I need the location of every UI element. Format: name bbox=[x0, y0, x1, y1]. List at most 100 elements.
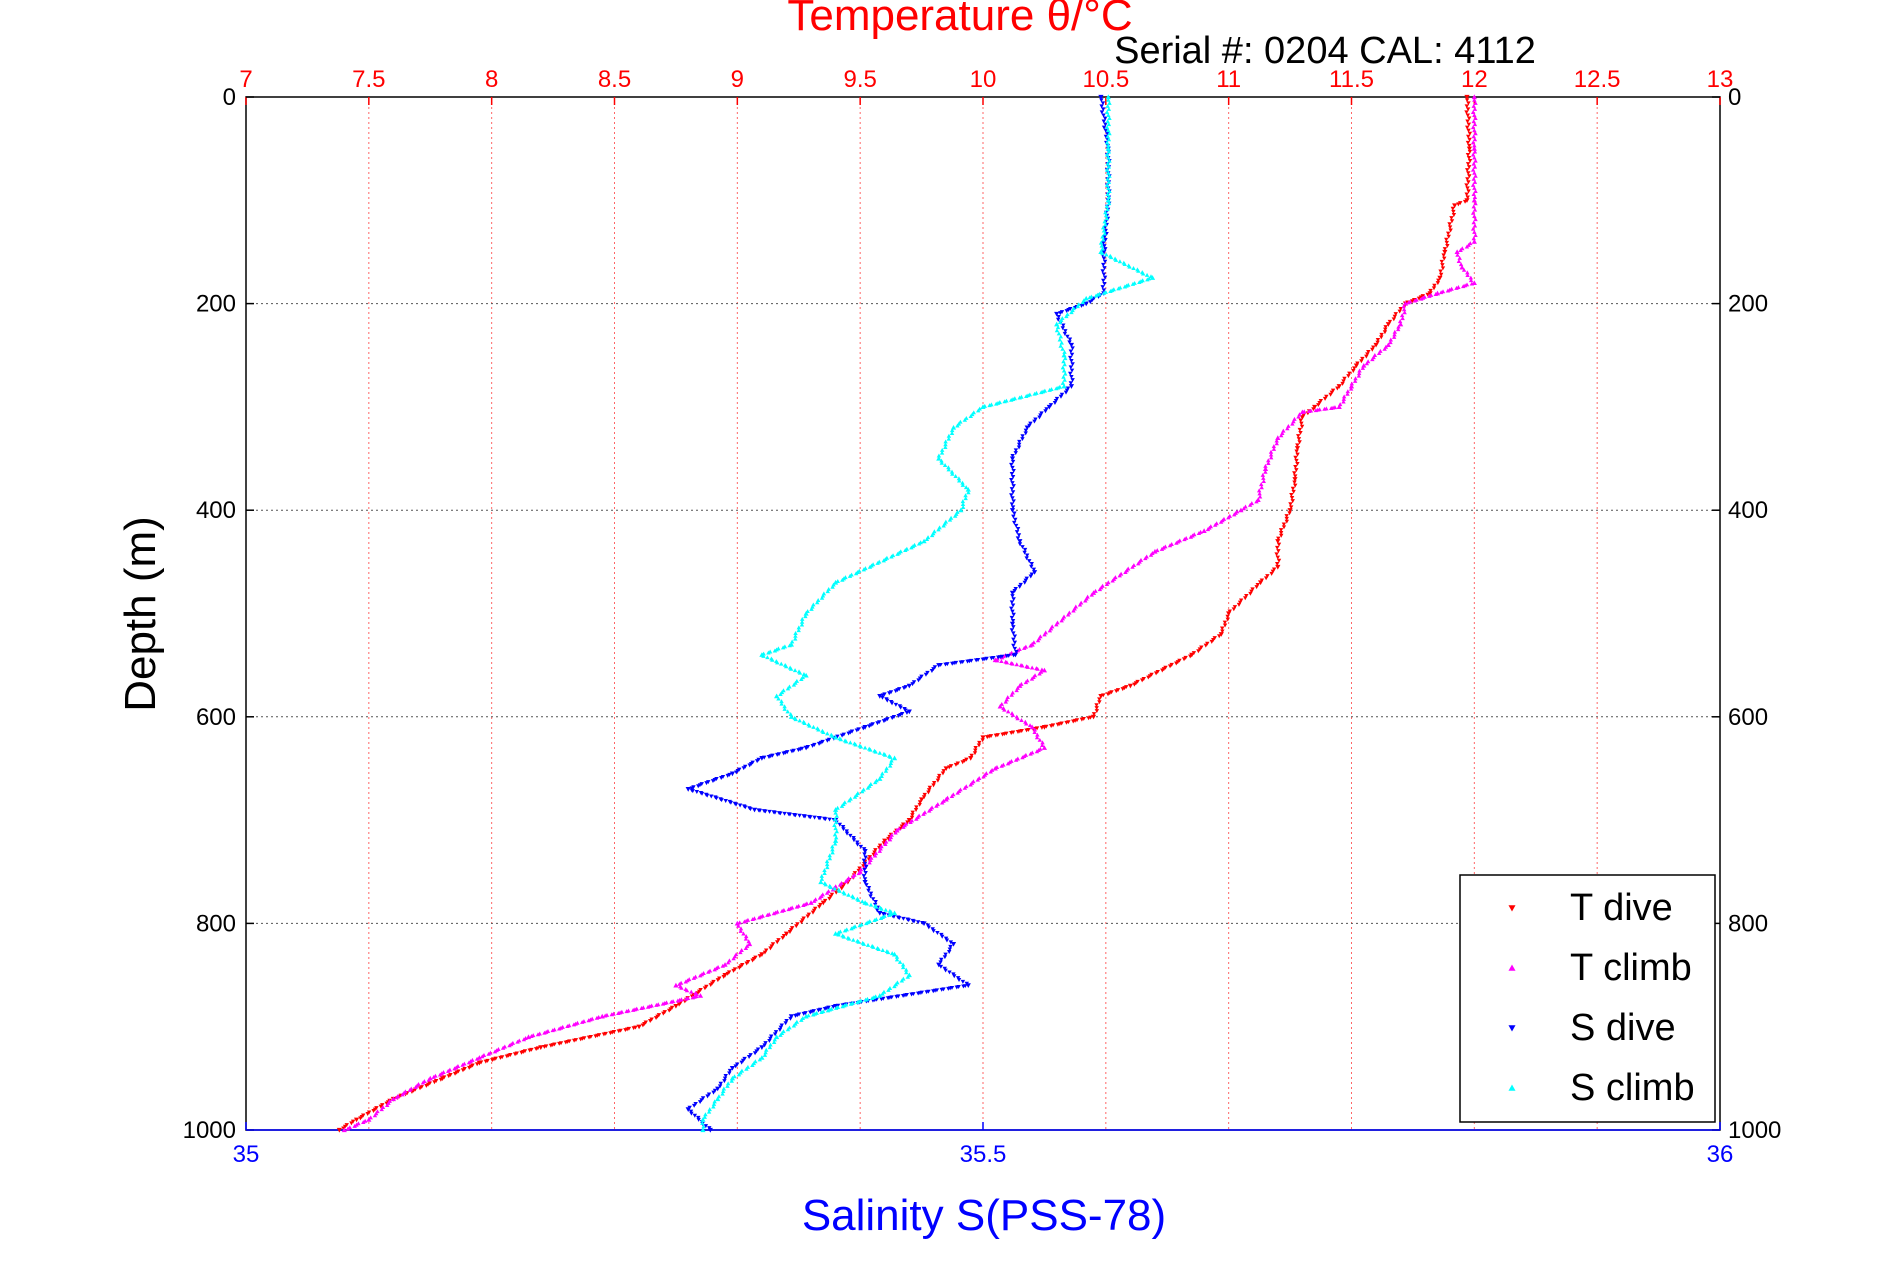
data-point-interp bbox=[898, 712, 903, 717]
data-point-interp bbox=[1144, 272, 1150, 277]
data-point-interp bbox=[413, 1085, 418, 1089]
data-point bbox=[759, 756, 765, 761]
grid bbox=[246, 97, 1720, 1130]
data-point-interp bbox=[1028, 751, 1033, 756]
data-point-interp bbox=[960, 480, 965, 485]
data-point-interp bbox=[692, 1113, 698, 1118]
data-point-interp bbox=[1471, 103, 1476, 108]
data-point-interp bbox=[1102, 266, 1107, 271]
data-point-interp bbox=[762, 1043, 767, 1048]
data-point-interp bbox=[743, 945, 749, 950]
data-point-interp bbox=[1472, 185, 1477, 190]
data-point-interp bbox=[1106, 155, 1111, 160]
data-point-interp bbox=[839, 886, 844, 891]
data-point-interp bbox=[883, 768, 889, 773]
data-point-interp bbox=[1442, 247, 1448, 252]
data-point-interp bbox=[861, 941, 867, 946]
data-point-interp bbox=[1013, 586, 1018, 591]
data-point-interp bbox=[847, 798, 852, 803]
data-point bbox=[1466, 146, 1473, 152]
data-point-interp bbox=[571, 1022, 577, 1027]
data-point bbox=[1336, 404, 1342, 409]
data-point-interp bbox=[848, 1001, 854, 1006]
data-point-interp bbox=[808, 815, 813, 820]
data-point bbox=[906, 683, 912, 689]
data-point bbox=[700, 1127, 706, 1133]
data-point-interp bbox=[857, 923, 862, 928]
data-point-interp bbox=[862, 877, 868, 882]
data-point-interp bbox=[1032, 391, 1037, 396]
data-point-interp bbox=[1054, 622, 1059, 627]
data-point-interp bbox=[1464, 192, 1469, 197]
data-point-interp bbox=[888, 909, 894, 914]
data-point-interp bbox=[1397, 319, 1403, 324]
data-point-interp bbox=[831, 1004, 836, 1009]
data-point-interp bbox=[1108, 289, 1113, 294]
data-point-interp bbox=[985, 735, 990, 740]
data-point-interp bbox=[679, 985, 684, 990]
data-point-interp bbox=[881, 719, 887, 724]
data-point-interp bbox=[980, 738, 985, 743]
data-point-interp bbox=[1011, 653, 1016, 658]
data-point-interp bbox=[796, 748, 801, 753]
data-point-interp bbox=[1137, 280, 1142, 285]
legend-label: T climb bbox=[1570, 947, 1692, 989]
data-point bbox=[1041, 667, 1048, 673]
data-point-interp bbox=[1124, 685, 1129, 690]
data-point-interp bbox=[1011, 612, 1016, 617]
data-point-interp bbox=[772, 1037, 777, 1042]
data-point-interp bbox=[935, 931, 940, 935]
data-point bbox=[1294, 446, 1301, 451]
data-point-interp bbox=[1293, 474, 1298, 479]
data-point-interp bbox=[1466, 128, 1471, 133]
data-point-interp bbox=[550, 1028, 555, 1033]
data-point-interp bbox=[948, 764, 954, 769]
data-point-interp bbox=[980, 657, 986, 662]
data-point-interp bbox=[1106, 201, 1112, 206]
data-point-interp bbox=[829, 892, 835, 897]
data-point-interp bbox=[803, 614, 808, 619]
data-point-interp bbox=[780, 936, 785, 941]
data-point-interp bbox=[1209, 639, 1214, 644]
data-point bbox=[1149, 275, 1156, 280]
data-point-interp bbox=[1130, 281, 1136, 286]
data-point-interp bbox=[593, 1034, 598, 1039]
data-point-interp bbox=[368, 1115, 373, 1120]
data-point-interp bbox=[796, 625, 802, 630]
data-point-interp bbox=[1054, 396, 1060, 401]
data-point-interp bbox=[1431, 286, 1437, 291]
data-point-interp bbox=[847, 573, 853, 578]
data-point-interp bbox=[1014, 530, 1020, 535]
data-point-interp bbox=[1465, 107, 1471, 112]
data-point-interp bbox=[660, 1001, 666, 1006]
data-point-interp bbox=[772, 810, 778, 815]
data-point-interp bbox=[862, 852, 867, 857]
data-point-interp bbox=[1009, 478, 1014, 483]
data-point-interp bbox=[1472, 128, 1477, 133]
data-point-interp bbox=[1241, 506, 1247, 511]
data-point-interp bbox=[1346, 374, 1351, 379]
data-point-interp bbox=[939, 800, 945, 805]
data-point-interp bbox=[1472, 213, 1477, 218]
data-point-interp bbox=[793, 1013, 798, 1018]
data-point-interp bbox=[968, 414, 973, 419]
data-point-interp bbox=[1472, 164, 1478, 169]
data-point-interp bbox=[957, 478, 962, 483]
data-point-interp bbox=[1039, 725, 1045, 730]
data-point-interp bbox=[1013, 448, 1019, 453]
data-point bbox=[1275, 435, 1281, 440]
data-point-interp bbox=[861, 874, 867, 879]
data-point-interp bbox=[1062, 349, 1067, 354]
data-point-interp bbox=[1469, 281, 1475, 286]
data-point-interp bbox=[946, 986, 951, 991]
data-point-interp bbox=[1341, 394, 1347, 399]
data-point-interp bbox=[1468, 278, 1474, 283]
data-point-interp bbox=[1009, 397, 1014, 402]
data-point-interp bbox=[869, 995, 875, 1000]
data-point-interp bbox=[855, 840, 860, 845]
data-point-interp bbox=[1444, 240, 1450, 245]
data-point-interp bbox=[1022, 645, 1027, 650]
data-point-interp bbox=[1153, 671, 1159, 676]
data-point-interp bbox=[862, 861, 868, 866]
data-point-interp bbox=[1101, 125, 1107, 130]
